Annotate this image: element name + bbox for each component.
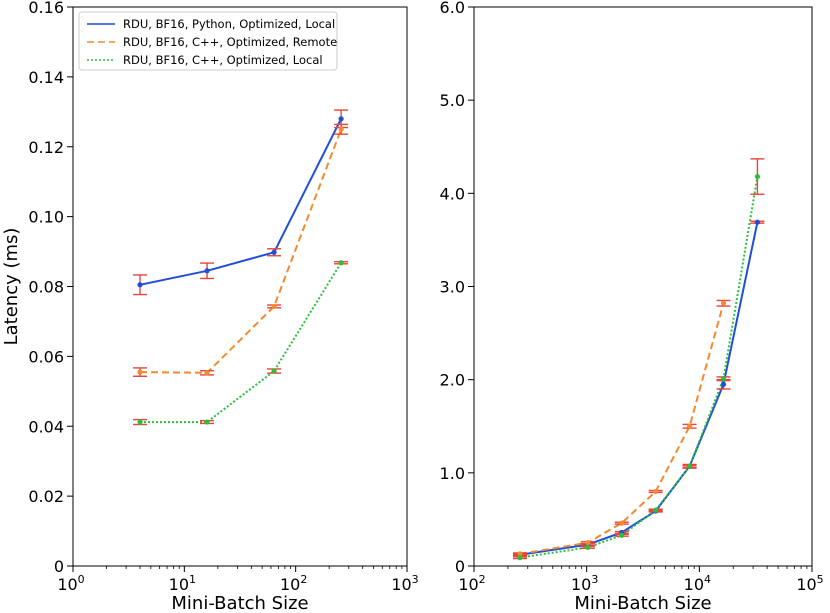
y-tick-label: 0.14	[28, 68, 64, 87]
data-point	[338, 260, 344, 266]
plot-frame	[72, 6, 408, 567]
data-point	[517, 555, 523, 561]
y-tick-label: 0.08	[28, 278, 64, 297]
data-point	[686, 423, 693, 429]
y-tick-label: 1.0	[440, 464, 465, 483]
y-axis-title: Latency (ms)	[1, 228, 22, 346]
data-point	[585, 544, 591, 550]
data-point	[686, 463, 693, 469]
right-chart-panel: 102 103 104 105 0 1.0 2.0 3.0 4.0 5.0 6.0 Mini-Batc…	[440, 0, 824, 613]
x-tick-label: 100	[57, 573, 84, 594]
series-line-1	[139, 118, 342, 286]
legend-label: RDU, BF16, C++, Optimized, Local	[123, 53, 323, 67]
y-tick-label: 3.0	[440, 278, 465, 297]
y-tick-label: 4.0	[440, 184, 465, 203]
data-point	[338, 126, 344, 132]
y-tick-label: 0.02	[28, 487, 64, 506]
plot-frame	[473, 6, 813, 567]
data-point	[271, 303, 277, 310]
legend-box	[78, 11, 338, 71]
data-point	[338, 116, 344, 122]
data-point	[517, 551, 523, 557]
data-point	[271, 249, 277, 255]
series-line-2	[139, 128, 343, 374]
data-point	[720, 381, 727, 387]
y-tick-label: 0	[455, 557, 465, 576]
x-tick-label: 101	[169, 573, 196, 594]
legend-label: RDU, BF16, Python, Optimized, Local	[123, 17, 335, 31]
data-point	[754, 173, 761, 180]
data-point	[653, 488, 659, 495]
y-tick-label: 0.06	[28, 347, 64, 366]
left-chart-panel: 100 101 102 103 0 0.02 0.04 0.06 0.08 0.10 0.12 0.1…	[1, 0, 419, 613]
x-tick-label: 102	[280, 573, 307, 594]
data-point	[720, 300, 727, 306]
data-point	[653, 507, 659, 513]
y-tick-label: 0	[54, 557, 64, 576]
series-line-2	[519, 303, 725, 555]
series-line-3	[140, 262, 342, 424]
y-tick-label: 0.10	[28, 208, 64, 227]
data-point	[204, 419, 210, 425]
data-point	[137, 369, 143, 375]
y-tick-label: 5.0	[440, 91, 465, 110]
data-point	[137, 419, 143, 425]
data-point	[619, 520, 625, 526]
data-point	[271, 368, 277, 374]
data-point	[204, 370, 210, 376]
x-tick-label: 104	[684, 573, 711, 594]
x-tick-label: 102	[458, 573, 485, 594]
x-axis-title: Mini-Batch Size	[171, 593, 308, 613]
data-point	[585, 540, 591, 546]
y-tick-label: 6.0	[440, 0, 465, 17]
x-axis-title: Mini-Batch Size	[574, 593, 711, 613]
data-point	[619, 532, 625, 538]
legend-label: RDU, BF16, C++, Optimized, Remote	[123, 35, 337, 49]
y-tick-label: 0.04	[28, 417, 64, 436]
y-tick-label: 0.12	[28, 138, 64, 157]
data-point	[754, 219, 761, 225]
x-tick-label: 103	[391, 573, 418, 594]
data-point	[720, 376, 727, 382]
x-tick-label: 105	[796, 573, 823, 594]
x-tick-label: 103	[571, 573, 598, 594]
legend: RDU, BF16, Python, Optimized, Local RDU, …	[78, 11, 338, 71]
y-tick-label: 2.0	[440, 371, 465, 390]
data-point	[204, 268, 210, 274]
series-line-3	[519, 176, 759, 559]
y-tick-label: 0.16	[28, 0, 64, 17]
data-point	[137, 282, 143, 288]
